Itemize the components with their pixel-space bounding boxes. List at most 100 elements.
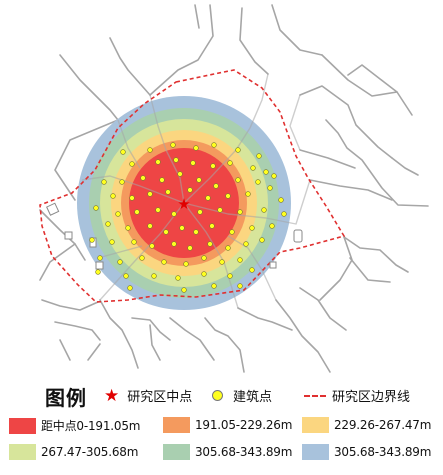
building-point xyxy=(261,207,267,213)
building-point xyxy=(171,211,177,217)
building-point xyxy=(209,223,215,229)
building-point xyxy=(205,195,211,201)
building-point xyxy=(225,193,231,199)
building-point xyxy=(207,241,213,247)
ring-swatch xyxy=(163,417,190,433)
building-point xyxy=(183,261,189,267)
building-point xyxy=(250,165,256,171)
building-point xyxy=(213,183,219,189)
center-star-icon: ★ xyxy=(177,195,190,213)
building-point xyxy=(129,161,135,167)
building-point xyxy=(263,169,269,175)
legend-ring-item: 305.68-343.89m xyxy=(163,444,292,460)
building-point xyxy=(235,177,241,183)
building-point xyxy=(211,283,217,289)
ring-swatch xyxy=(163,444,190,460)
ring-swatch xyxy=(302,417,329,433)
legend-ring-item: 267.47-305.68m xyxy=(9,444,138,460)
building-point xyxy=(197,209,203,215)
building-point xyxy=(227,160,233,166)
building-point xyxy=(259,237,265,243)
study-area-boundary xyxy=(39,69,346,303)
building-point xyxy=(237,283,243,289)
building-point xyxy=(271,173,277,179)
building-point xyxy=(177,171,183,177)
ring-label: 191.05-229.26m xyxy=(195,418,293,432)
building-point xyxy=(163,229,169,235)
building-point xyxy=(201,255,207,261)
building-point xyxy=(237,209,243,215)
building-point xyxy=(171,241,177,247)
building-point xyxy=(134,209,140,215)
building-point xyxy=(187,245,193,251)
road-network-overlay xyxy=(81,73,311,309)
ring-label: 229.26-267.47m xyxy=(334,418,432,432)
building-point xyxy=(119,179,125,185)
building-point xyxy=(235,147,241,153)
building-point xyxy=(227,273,233,279)
building-point xyxy=(211,142,217,148)
building-point xyxy=(281,211,287,217)
building-point xyxy=(278,197,284,203)
building-point xyxy=(256,153,262,159)
building-point xyxy=(147,191,153,197)
building-point xyxy=(170,142,176,148)
legend-ring-item: 229.26-267.47m xyxy=(302,417,431,433)
ring-label: 305.68-343.89m xyxy=(195,445,293,459)
building-dot-icon xyxy=(212,390,223,401)
building-point xyxy=(120,149,126,155)
building-point xyxy=(179,225,185,231)
building-point xyxy=(147,223,153,229)
legend-symbol-row: 图例 ★ 研究区中点 建筑点 研究区边界线 xyxy=(0,382,443,410)
building-point xyxy=(140,175,146,181)
building-point xyxy=(151,273,157,279)
building-point xyxy=(267,185,273,191)
building-point xyxy=(165,189,171,195)
ring-swatch xyxy=(9,417,36,434)
building-point xyxy=(89,237,95,243)
building-point xyxy=(217,207,223,213)
building-point xyxy=(123,273,129,279)
building-point xyxy=(249,225,255,231)
building-point xyxy=(181,287,187,293)
building-point xyxy=(175,275,181,281)
ring-label: 267.47-305.68m xyxy=(41,445,139,459)
legend-ring-item: 距中点0-191.05m xyxy=(9,417,140,434)
ring-swatch xyxy=(302,444,329,460)
building-point xyxy=(109,239,115,245)
legend-title: 图例 xyxy=(45,386,87,410)
building-point xyxy=(155,207,161,213)
building-point xyxy=(219,259,225,265)
building-points xyxy=(89,142,287,293)
building-point xyxy=(196,177,202,183)
ring-swatch xyxy=(9,444,36,460)
building-point xyxy=(210,163,216,169)
building-point xyxy=(193,145,199,151)
building-point xyxy=(131,239,137,245)
building-point xyxy=(161,259,167,265)
legend-center-label: 研究区中点 xyxy=(127,390,193,405)
building-point xyxy=(127,285,133,291)
building-point xyxy=(201,271,207,277)
building-point xyxy=(193,229,199,235)
building-point xyxy=(237,257,243,263)
building-point xyxy=(229,229,235,235)
building-point xyxy=(129,195,135,201)
building-point xyxy=(93,205,99,211)
building-point xyxy=(110,193,116,199)
building-point xyxy=(249,267,255,273)
legend-boundary-label: 研究区边界线 xyxy=(332,390,411,405)
building-point xyxy=(95,269,101,275)
legend-ring-item: 305.68-343.89m xyxy=(302,444,431,460)
legend-center-point: ★ 研究区中点 xyxy=(104,386,192,405)
building-point xyxy=(101,179,107,185)
legend-building-label: 建筑点 xyxy=(233,390,273,405)
building-point xyxy=(190,160,196,166)
legend-ring-item: 191.05-229.26m xyxy=(163,417,292,433)
star-icon: ★ xyxy=(104,385,120,406)
ring-label: 距中点0-191.05m xyxy=(41,419,141,433)
building-point xyxy=(269,223,275,229)
building-point xyxy=(187,187,193,193)
dashed-line-icon xyxy=(304,394,326,397)
building-point xyxy=(139,255,145,261)
